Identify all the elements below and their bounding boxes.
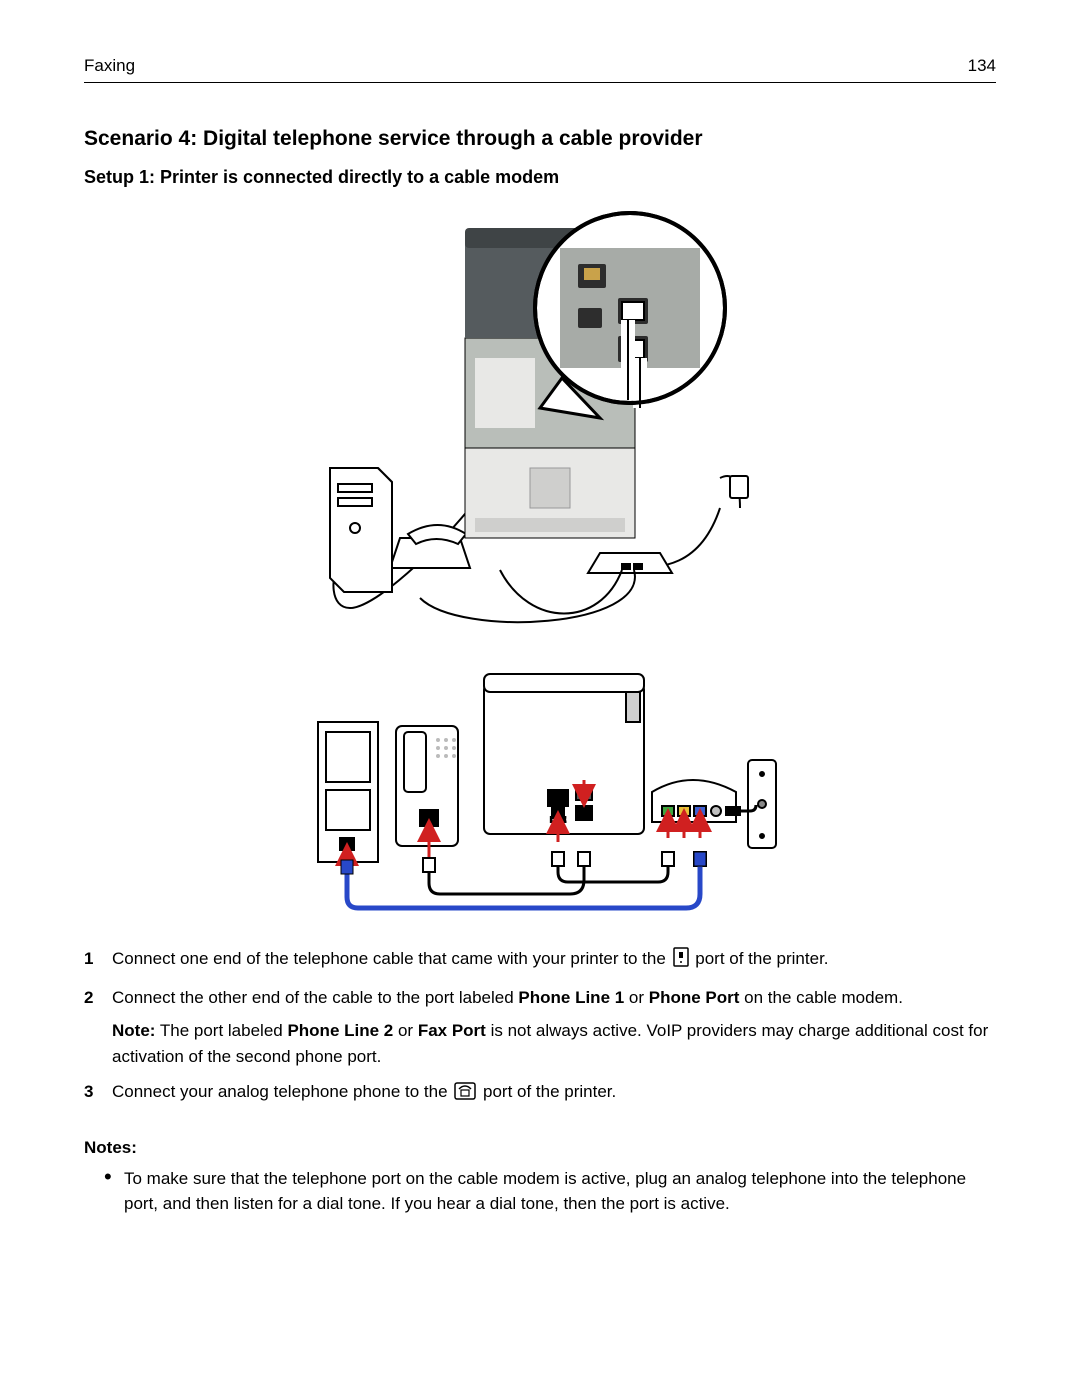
figure-2-container: LINE <box>84 662 996 922</box>
step-2-text-c: or <box>624 988 649 1007</box>
step-3: Connect your analog telephone phone to t… <box>84 1079 996 1108</box>
step-1-text-a: Connect one end of the telephone cable t… <box>112 949 671 968</box>
step-1: Connect one end of the telephone cable t… <box>84 946 996 975</box>
step-2-bold-2: Phone Port <box>649 988 740 1007</box>
scenario-heading: Scenario 4: Digital telephone service th… <box>84 127 996 151</box>
step-1-text-b: port of the printer. <box>695 949 828 968</box>
running-header: Faxing 134 <box>84 56 996 83</box>
notes-heading: Notes: <box>84 1138 996 1158</box>
step-2-note-d: or <box>393 1021 418 1040</box>
line-port-icon <box>673 947 689 975</box>
header-page-number: 134 <box>968 56 996 76</box>
figure-2-diagram: LINE <box>300 662 780 922</box>
step-3-text-b: port of the printer. <box>483 1082 616 1101</box>
step-3-text-a: Connect your analog telephone phone to t… <box>112 1082 452 1101</box>
note-1: To make sure that the telephone port on … <box>104 1166 996 1217</box>
setup-heading: Setup 1: Printer is connected directly t… <box>84 167 996 188</box>
figure-1-container <box>84 208 996 638</box>
step-list: Connect one end of the telephone cable t… <box>84 946 996 1118</box>
step-2-bold-1: Phone Line 1 <box>518 988 624 1007</box>
step-2-note-bold-1: Phone Line 2 <box>287 1021 393 1040</box>
step-2: Connect the other end of the cable to th… <box>84 985 996 1070</box>
notes-list: To make sure that the telephone port on … <box>84 1166 996 1225</box>
step-2-note-bold-2: Fax Port <box>418 1021 486 1040</box>
figure-1-diagram <box>300 208 780 638</box>
step-2-text-a: Connect the other end of the cable to th… <box>112 988 518 1007</box>
step-2-text-e: on the cable modem. <box>739 988 902 1007</box>
phone-port-icon <box>454 1082 476 1108</box>
step-2-note-label: Note: <box>112 1021 155 1040</box>
step-2-note-b: The port labeled <box>155 1021 287 1040</box>
step-2-note: Note: The port labeled Phone Line 2 or F… <box>112 1018 996 1069</box>
note-1-text: To make sure that the telephone port on … <box>124 1166 996 1217</box>
header-section: Faxing <box>84 56 135 76</box>
